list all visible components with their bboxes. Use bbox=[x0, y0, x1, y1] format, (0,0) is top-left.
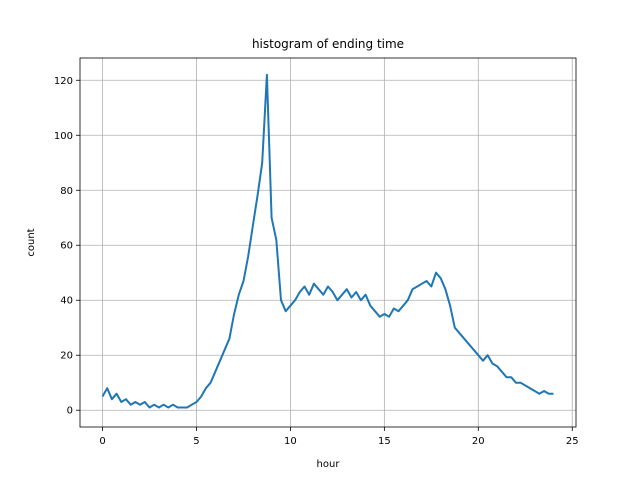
x-tick-label: 25 bbox=[566, 436, 579, 447]
plot-frame bbox=[79, 57, 577, 428]
chart-title: histogram of ending time bbox=[252, 37, 404, 51]
y-tick-label: 0 bbox=[67, 406, 73, 417]
x-tick-label: 0 bbox=[99, 436, 105, 447]
x-tick-label: 10 bbox=[284, 436, 297, 447]
grid bbox=[80, 58, 576, 427]
series-layer bbox=[101, 73, 554, 409]
y-tick-label: 40 bbox=[60, 296, 73, 307]
series-line bbox=[101, 73, 554, 409]
x-tick-label: 15 bbox=[378, 436, 391, 447]
x-tick-label: 5 bbox=[193, 436, 199, 447]
y-tick-label: 20 bbox=[60, 351, 73, 362]
y-tick-label: 60 bbox=[60, 241, 73, 252]
ticks: 0 5 10 15 20 25 0 20 40 60 80 100 120 bbox=[54, 76, 579, 447]
y-tick-label: 80 bbox=[60, 186, 73, 197]
x-tick-label: 20 bbox=[472, 436, 485, 447]
y-axis-label: count bbox=[26, 228, 37, 256]
x-axis-label: hour bbox=[317, 459, 341, 470]
y-tick-label: 100 bbox=[54, 131, 73, 142]
y-tick-label: 120 bbox=[54, 76, 73, 87]
